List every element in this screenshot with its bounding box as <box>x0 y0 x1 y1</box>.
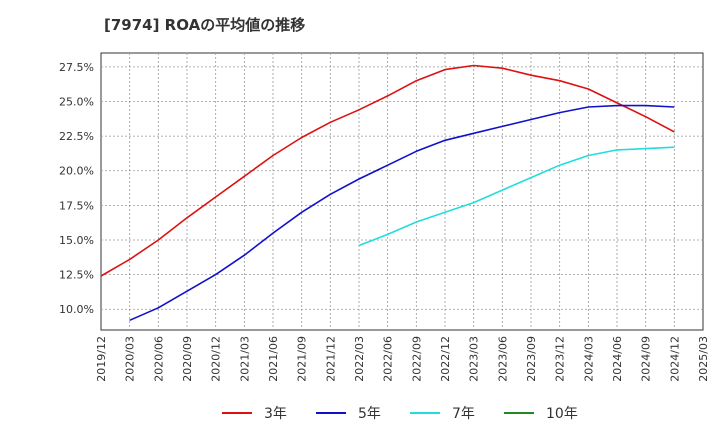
x-tick-label: 2020/03 <box>124 336 137 382</box>
x-tick-label: 2022/03 <box>353 336 366 382</box>
legend-label: 5年 <box>358 406 381 422</box>
x-tick-label: 2023/03 <box>468 336 481 382</box>
chart-title: [7974] ROAの平均値の推移 <box>104 16 306 34</box>
x-tick-label: 2024/09 <box>640 336 653 382</box>
x-tick-label: 2021/03 <box>238 336 251 382</box>
series-line-7年 <box>358 146 675 247</box>
x-tick-label: 2021/09 <box>296 336 309 382</box>
legend-label: 3年 <box>264 406 287 422</box>
x-tick-label: 2023/09 <box>525 336 538 382</box>
series-lines <box>100 64 675 322</box>
y-axis-labels: 10.0% 12.5% 15.0% 17.5% 20.0% 22.5% 25.0% 27.5% <box>59 61 94 316</box>
series-line-3年 <box>100 64 675 277</box>
y-tick-label: 27.5% <box>59 61 94 74</box>
x-tick-label: 2021/06 <box>267 336 280 382</box>
x-tick-label: 2024/12 <box>668 336 681 382</box>
x-tick-label: 2020/09 <box>181 336 194 382</box>
legend: 3年 5年 7年 10年 <box>222 406 578 422</box>
grid-lines <box>101 53 703 330</box>
x-tick-label: 2022/12 <box>439 336 452 382</box>
x-tick-label: 2024/03 <box>582 336 595 382</box>
x-tick-label: 2025/03 <box>697 336 710 382</box>
x-tick-label: 2024/06 <box>611 336 624 382</box>
x-tick-label: 2020/12 <box>210 336 223 382</box>
x-tick-label: 2022/09 <box>410 336 423 382</box>
y-tick-label: 10.0% <box>59 303 94 316</box>
x-axis-labels: 2019/12 2020/03 2020/06 2020/09 2020/12 2021/… <box>95 336 710 382</box>
y-tick-label: 12.5% <box>59 269 94 282</box>
legend-label: 10年 <box>546 406 578 422</box>
y-tick-label: 17.5% <box>59 199 94 212</box>
x-tick-label: 2023/12 <box>554 336 567 382</box>
series-line-5年 <box>129 104 675 322</box>
y-tick-label: 15.0% <box>59 234 94 247</box>
y-tick-label: 20.0% <box>59 165 94 178</box>
y-tick-label: 22.5% <box>59 130 94 143</box>
x-tick-label: 2023/06 <box>496 336 509 382</box>
x-tick-label: 2021/12 <box>324 336 337 382</box>
x-tick-label: 2020/06 <box>152 336 165 382</box>
x-tick-label: 2022/06 <box>382 336 395 382</box>
legend-label: 7年 <box>452 406 475 422</box>
x-tick-label: 2019/12 <box>95 336 108 382</box>
plot-area <box>100 52 704 331</box>
y-tick-label: 25.0% <box>59 95 94 108</box>
